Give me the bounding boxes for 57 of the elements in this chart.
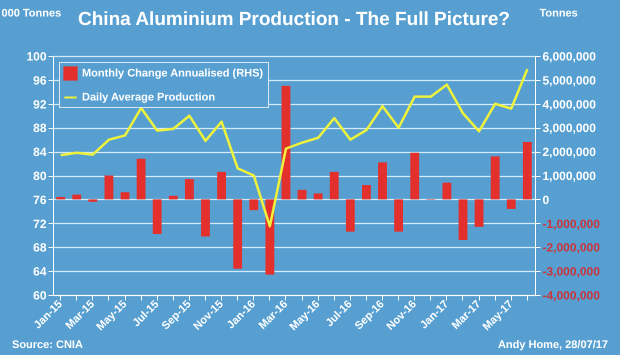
chart-title: China Aluminium Production - The Full Picture? xyxy=(78,9,510,30)
y2-tick-label: 0 xyxy=(542,192,550,207)
y2-tick-label: 6,000,000 xyxy=(542,50,596,64)
bar xyxy=(168,196,178,200)
bar xyxy=(282,86,290,200)
y2-tick-label: -2,000,000 xyxy=(542,240,600,255)
bar xyxy=(522,142,532,200)
bar xyxy=(104,176,114,200)
bar xyxy=(474,199,484,227)
bar xyxy=(442,182,452,200)
bar xyxy=(184,179,194,200)
bar xyxy=(330,172,339,200)
bar xyxy=(490,156,500,200)
y-tick-label: 72 xyxy=(33,216,47,231)
y2-axis-title: Tonnes xyxy=(540,8,578,20)
y-tick-label: 96 xyxy=(33,73,47,88)
y-axis-title: 000 Tonnes xyxy=(2,8,62,20)
bar xyxy=(378,162,387,200)
text: Andy Home, 28/07/17 xyxy=(498,339,608,351)
legend-label: Daily Average Production xyxy=(82,92,216,104)
y2-tick-label: -1,000,000 xyxy=(542,216,600,231)
bar xyxy=(298,190,306,200)
y-tick-label: 84 xyxy=(33,145,47,160)
y2-tick-label: 2,000,000 xyxy=(542,145,596,160)
y2-tick-label: -4,000,000 xyxy=(542,288,600,302)
y-tick-label: 92 xyxy=(33,97,47,112)
y-tick-label: 68 xyxy=(33,240,47,255)
bar xyxy=(458,199,468,240)
bar xyxy=(394,199,404,232)
bar xyxy=(346,199,355,232)
y2-tick-label: 5,000,000 xyxy=(542,73,596,88)
bar xyxy=(72,194,82,200)
bar xyxy=(136,158,146,200)
bar xyxy=(314,193,323,200)
y-tick-label: 80 xyxy=(33,169,47,183)
y2-tick-label: 1,000,000 xyxy=(542,169,596,183)
bar xyxy=(201,199,210,236)
bar xyxy=(410,152,420,200)
bar xyxy=(120,192,130,200)
y-tick-label: 88 xyxy=(33,121,47,136)
bar xyxy=(233,199,242,269)
bar xyxy=(217,172,226,200)
y2-tick-label: 4,000,000 xyxy=(542,97,596,112)
line-series xyxy=(59,68,529,228)
legend-label: Monthly Change Annualised (RHS) xyxy=(82,68,264,80)
y-tick-label: 64 xyxy=(33,264,47,279)
bar xyxy=(362,185,371,200)
y-tick-label: 100 xyxy=(26,50,47,64)
y-tick-label: 60 xyxy=(33,288,47,302)
y2-tick-label: -3,000,000 xyxy=(542,264,600,279)
bar xyxy=(506,199,516,209)
bar xyxy=(152,199,162,234)
source-note: Source: CNIA xyxy=(12,339,83,351)
bar xyxy=(249,199,258,210)
bar xyxy=(88,199,98,202)
y2-tick-label: 3,000,000 xyxy=(542,121,596,136)
y-tick-label: 76 xyxy=(33,192,47,207)
